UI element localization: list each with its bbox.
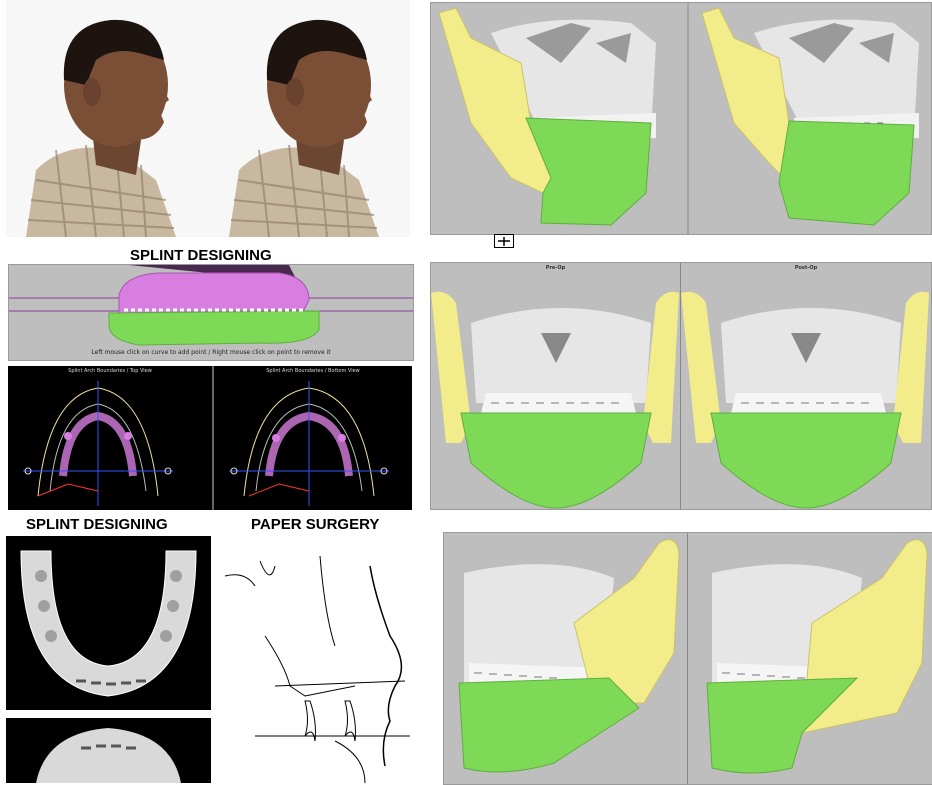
paper-surgery-tracing (215, 536, 420, 783)
pre-op-label: Pre-Op (545, 265, 566, 271)
lateral-skull-render (438, 3, 919, 234)
profile-photo-pre (6, 0, 209, 237)
heading-paper-surgery: PAPER SURGERY (251, 516, 380, 533)
profile-photo-post (209, 0, 410, 237)
heading-splint-designing-bottom: SPLINT DESIGNING (26, 516, 168, 533)
splint-instruction-caption: Left mouse click on curve to add point /… (91, 349, 331, 356)
splint-occlusal-render (6, 536, 211, 710)
frontal-3d-viewport: Pre-Op Post-Op (430, 262, 932, 510)
post-op-label: Post-Op (794, 265, 818, 271)
splint-upper-arch (20, 550, 197, 697)
frontal-divider (680, 263, 681, 509)
patient-profile-pre (6, 0, 209, 237)
cephalometric-tracing (224, 555, 410, 783)
patient-profile-post (209, 0, 410, 237)
splint-lower-arch (36, 728, 181, 783)
arch-render (23, 381, 389, 506)
splint-lower-render (6, 718, 211, 783)
arch-view-bottom-label: Splint Arch Boundaries / Bottom View (266, 368, 360, 374)
splint-side-viewport: Left mouse click on curve to add point /… (8, 264, 414, 361)
plus-box-icon[interactable] (494, 234, 514, 248)
lateral-3d-viewport (430, 2, 932, 235)
splint-side-render (9, 265, 413, 346)
oblique-divider (687, 533, 688, 784)
oblique-3d-viewport (443, 532, 932, 785)
frontal-skull-render (431, 291, 929, 509)
arch-view-top-label: Splint Arch Boundaries / Top View (68, 368, 152, 374)
heading-splint-designing-top: SPLINT DESIGNING (130, 247, 272, 264)
plus-glyph (498, 237, 510, 246)
oblique-skull-render (458, 539, 928, 774)
arch-divider (212, 366, 214, 510)
arch-boundaries-panel: Splint Arch Boundaries / Top View Splint… (8, 366, 412, 510)
